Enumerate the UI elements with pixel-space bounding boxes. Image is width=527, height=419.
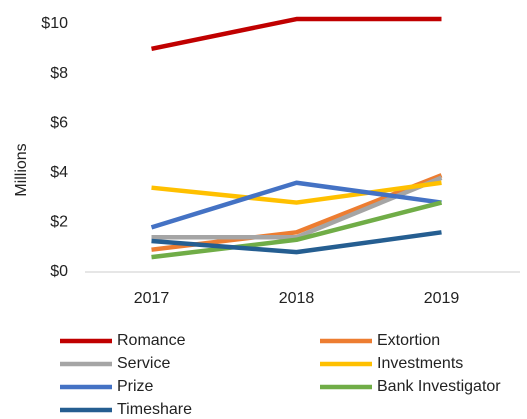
- y-tick-label: $0: [50, 263, 68, 280]
- y-axis-label: Millions: [13, 143, 30, 196]
- series-line: [151, 16, 442, 52]
- legend-label: Service: [117, 355, 170, 372]
- y-tick-label: $8: [50, 65, 68, 82]
- legend-label: Extortion: [377, 332, 440, 349]
- y-tick-label: $4: [50, 164, 68, 181]
- x-tick-label: 2017: [134, 290, 170, 307]
- x-tick-label: 2018: [279, 290, 315, 307]
- y-tick-label: $6: [50, 114, 68, 131]
- legend-label: Prize: [117, 378, 154, 395]
- series-line: [151, 180, 442, 205]
- x-tick-label: 2019: [424, 290, 460, 307]
- y-tick-label: $2: [50, 214, 68, 231]
- legend-label: Timeshare: [117, 401, 192, 418]
- series-line: [150, 180, 442, 230]
- series-line: [151, 230, 442, 255]
- legend-label: Bank Investigator: [377, 378, 501, 395]
- legend-label: Romance: [117, 332, 186, 349]
- legend-label: Investments: [377, 355, 463, 372]
- series-line: [151, 200, 443, 260]
- y-tick-label: $10: [41, 15, 68, 32]
